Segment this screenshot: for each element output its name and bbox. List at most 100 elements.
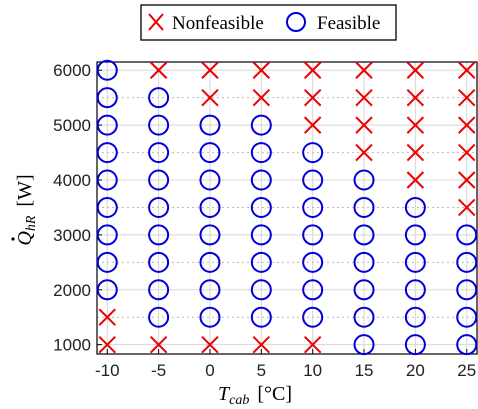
y-tick-label: 6000 — [53, 61, 91, 80]
y-tick-label: 5000 — [53, 116, 91, 135]
nonfeasible-point — [406, 88, 425, 107]
nonfeasible-point — [355, 88, 373, 107]
feasible-point — [353, 279, 375, 301]
x-tick-label: -5 — [151, 361, 166, 380]
feasible-point — [199, 142, 221, 164]
feasible-point — [353, 334, 375, 356]
feasible-point — [456, 279, 478, 301]
feasible-point — [250, 169, 272, 191]
nonfeasible-point — [458, 171, 476, 189]
feasible-point — [302, 306, 324, 328]
feasible-point — [148, 169, 170, 191]
feasible-point — [199, 251, 221, 273]
legend: Nonfeasible Feasible — [140, 4, 397, 41]
y-tick-label: 1000 — [53, 336, 91, 355]
feasible-point — [456, 224, 478, 246]
feasible-point — [404, 306, 426, 328]
feasible-point — [302, 169, 324, 191]
nonfeasible-point — [355, 116, 373, 134]
nonfeasible-point — [406, 61, 425, 79]
feasible-point — [148, 279, 170, 301]
feasible-point — [148, 87, 170, 109]
feasible-point — [96, 251, 118, 273]
feasible-point — [302, 224, 324, 246]
y-tick-label: 3000 — [53, 226, 91, 245]
grid — [97, 62, 477, 354]
nonfeasible-point — [252, 335, 271, 354]
x-tick-label: 10 — [303, 361, 322, 380]
feasible-point — [250, 196, 272, 218]
feasible-point — [199, 114, 221, 136]
feasible-point — [148, 306, 170, 328]
nonfeasible-point — [252, 61, 271, 79]
x-tick-label: 15 — [355, 361, 374, 380]
feasible-point — [148, 251, 170, 273]
nonfeasible-point — [98, 335, 116, 354]
feasible-point — [148, 114, 170, 136]
feasible-point — [199, 306, 221, 328]
feasible-point — [148, 224, 170, 246]
nonfeasible-point — [458, 198, 476, 217]
feasible-point — [404, 224, 426, 246]
nonfeasible-point — [252, 88, 271, 107]
feasible-point — [302, 251, 324, 273]
feasible-point — [96, 114, 118, 136]
nonfeasible-point — [406, 143, 425, 162]
nonfeasible-point — [149, 335, 168, 354]
feasible-point — [353, 196, 375, 218]
x-tick-label: 5 — [257, 361, 266, 380]
feasible-point — [96, 59, 118, 81]
feasible-point — [302, 196, 324, 218]
nonfeasible-point — [303, 88, 322, 107]
feasible-point — [250, 251, 272, 273]
x-axis-label: Tcab [°C] — [218, 383, 292, 408]
nonfeasible-point — [149, 61, 168, 79]
feasible-point — [199, 196, 221, 218]
feasible-point — [250, 142, 272, 164]
feasible-point — [199, 224, 221, 246]
y-axis-ticks: 1000 2000 3000 4000 5000 6000 — [53, 61, 102, 355]
feasible-point — [302, 279, 324, 301]
nonfeasible-point — [406, 171, 425, 189]
feasible-point — [250, 114, 272, 136]
feasible-point — [456, 306, 478, 328]
x-tick-label: 20 — [406, 361, 425, 380]
legend-label-nonfeasible: Nonfeasible — [172, 13, 264, 34]
feasible-point — [456, 251, 478, 273]
nonfeasible-point — [355, 143, 373, 162]
feasible-point — [404, 279, 426, 301]
legend-marker-nonfeasible — [148, 13, 164, 31]
svg-text:QhR[W]: QhR[W] — [14, 174, 39, 245]
feasible-point — [96, 87, 118, 109]
data-markers — [96, 59, 478, 356]
y-tick-label: 4000 — [53, 171, 91, 190]
nonfeasible-point — [406, 116, 425, 134]
feasible-point — [96, 279, 118, 301]
nonfeasible-point — [303, 335, 322, 354]
feasible-point — [96, 224, 118, 246]
legend-label-feasible: Feasible — [317, 13, 380, 34]
nonfeasible-point — [303, 116, 322, 134]
nonfeasible-point — [98, 308, 116, 326]
nonfeasible-point — [458, 116, 476, 134]
y-tick-label: 2000 — [53, 281, 91, 300]
nonfeasible-point — [355, 61, 373, 79]
feasible-point — [302, 142, 324, 164]
feasible-point — [353, 306, 375, 328]
legend-marker-feasible — [286, 12, 306, 32]
nonfeasible-point — [201, 88, 219, 107]
nonfeasible-point — [458, 143, 476, 162]
feasible-point — [250, 279, 272, 301]
feasible-point — [404, 196, 426, 218]
nonfeasible-point — [201, 61, 219, 79]
feasible-point — [250, 224, 272, 246]
feasible-point — [404, 251, 426, 273]
feasible-point — [404, 334, 426, 356]
feasible-point — [148, 196, 170, 218]
x-tick-label: 25 — [457, 361, 476, 380]
feasible-point — [96, 142, 118, 164]
nonfeasible-point — [201, 335, 219, 354]
nonfeasible-point — [458, 61, 476, 79]
feasible-point — [353, 251, 375, 273]
